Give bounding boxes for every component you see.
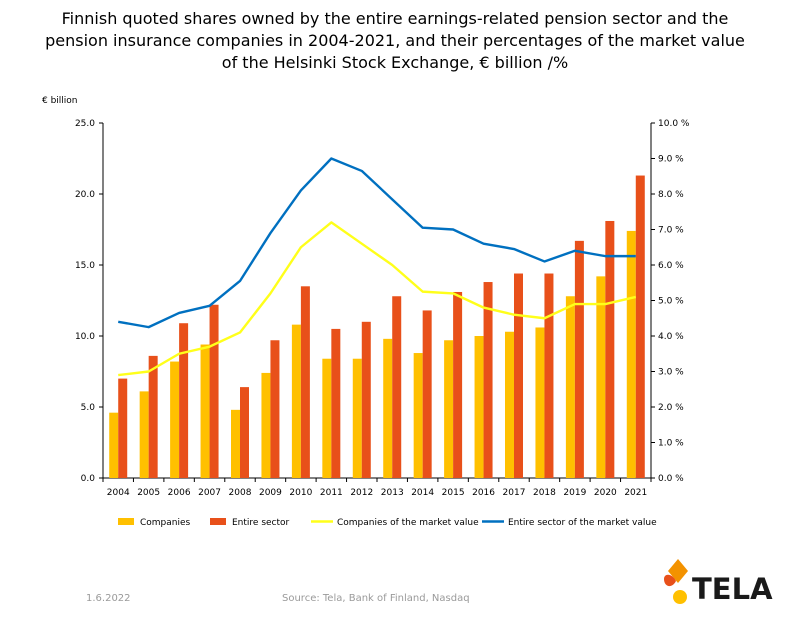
- bar-entire-sector: [574, 240, 584, 478]
- x-tick-label: 2005: [137, 488, 160, 498]
- legend-label-companies: Companies: [140, 518, 191, 528]
- x-tick-label: 2019: [563, 488, 586, 498]
- y-tick-label-left: 10.0: [75, 332, 95, 342]
- bar-entire-sector: [422, 310, 432, 478]
- bar-companies: [474, 336, 484, 478]
- bar-entire-sector: [453, 291, 463, 478]
- bar-entire-sector: [635, 175, 645, 479]
- x-tick-label: 2017: [503, 488, 526, 498]
- bar-entire-sector: [392, 296, 402, 478]
- x-tick-label: 2007: [198, 488, 221, 498]
- x-tick-label: 2016: [472, 488, 495, 498]
- bar-entire-sector: [209, 304, 219, 478]
- footer-date: 1.6.2022: [86, 593, 131, 604]
- bar-companies: [109, 412, 119, 478]
- bar-entire-sector: [179, 323, 189, 478]
- bar-companies: [352, 358, 362, 478]
- y-tick-label-right: 3.0 %: [658, 368, 684, 378]
- y-tick-label-right: 7.0 %: [658, 226, 684, 236]
- legend-swatch-entire-sector: [210, 518, 226, 525]
- legend-label-entire-sector-of-the-market-value: Entire sector of the market value: [508, 518, 657, 528]
- legend-label-entire-sector: Entire sector: [232, 518, 290, 528]
- x-tick-label: 2018: [533, 488, 556, 498]
- line-entire-sector-of-the-market-value: [118, 157, 636, 329]
- bar-entire-sector: [240, 387, 249, 478]
- x-tick-label: 2012: [350, 488, 373, 498]
- x-tick-label: 2021: [624, 488, 647, 498]
- y-tick-label-left: 25.0: [75, 119, 95, 129]
- x-tick-label: 2015: [442, 488, 465, 498]
- bar-companies: [413, 353, 423, 478]
- bar-companies: [535, 327, 545, 478]
- x-tick-label: 2011: [320, 488, 343, 498]
- x-tick-label: 2004: [107, 488, 130, 498]
- y-tick-label-right: 9.0 %: [658, 155, 684, 165]
- bar-companies: [565, 296, 575, 478]
- x-tick-label: 2006: [168, 488, 191, 498]
- y-tick-label-left: 15.0: [75, 261, 95, 271]
- bar-companies: [322, 358, 332, 478]
- y-tick-label-right: 1.0 %: [658, 439, 684, 449]
- legend: Companies Entire sector Companies of the m…: [118, 518, 657, 528]
- logo-petal-left: [664, 574, 676, 587]
- y-tick-label-right: 0.0 %: [658, 474, 684, 484]
- x-tick-label: 2014: [411, 488, 434, 498]
- bar-companies: [383, 338, 393, 478]
- bar-entire-sector: [514, 273, 523, 478]
- y-tick-label-right: 5.0 %: [658, 297, 684, 307]
- y-tick-label-right: 8.0 %: [658, 190, 684, 200]
- y-tick-label-left: 0.0: [81, 474, 96, 484]
- y-tick-label-right: 6.0 %: [658, 261, 684, 271]
- y-tick-label-right: 10.0 %: [658, 119, 690, 129]
- bar-companies: [200, 344, 210, 478]
- x-tick-label: 2020: [594, 488, 617, 498]
- y-tick-label-left: 5.0: [81, 403, 96, 413]
- bar-entire-sector: [148, 355, 158, 478]
- line-companies-of-the-market-value: [118, 221, 637, 377]
- x-tick-label: 2013: [381, 488, 404, 498]
- bar-companies: [626, 230, 636, 478]
- x-tick-label: 2010: [289, 488, 312, 498]
- bar-entire-sector: [605, 220, 615, 479]
- bar-companies: [231, 409, 240, 478]
- bar-entire-sector: [270, 340, 280, 478]
- bar-companies: [596, 276, 606, 478]
- bar-companies: [505, 331, 514, 478]
- bar-entire-sector: [483, 282, 493, 478]
- x-tick-label: 2008: [229, 488, 252, 498]
- y-tick-label-right: 2.0 %: [658, 403, 684, 413]
- bar-companies: [261, 372, 271, 478]
- bar-entire-sector: [300, 286, 310, 478]
- legend-label-companies-of-the-market-value: Companies of the market value: [337, 518, 479, 528]
- x-tick-label: 2009: [259, 488, 282, 498]
- tela-logo-text: TELA: [692, 572, 773, 606]
- bar-companies: [291, 324, 301, 478]
- bar-companies: [444, 340, 454, 478]
- logo-dot: [673, 590, 687, 604]
- bar-entire-sector: [331, 328, 341, 478]
- plot-area: 0.0 5.0 10.0 15.0 20.0 25.0 0.0 % 1.0 % 2.0 % 3.0…: [75, 119, 690, 498]
- legend-swatch-companies: [118, 518, 134, 525]
- y-axis-label: € billion: [42, 96, 78, 106]
- bar-entire-sector: [118, 378, 128, 478]
- bar-entire-sector: [544, 273, 554, 478]
- bar-entire-sector: [361, 321, 371, 478]
- chart-title: Finnish quoted shares owned by the entir…: [45, 9, 745, 72]
- bar-companies: [139, 391, 149, 478]
- bar-companies: [170, 361, 180, 478]
- y-tick-label-right: 4.0 %: [658, 332, 684, 342]
- tela-logo-icon: [664, 559, 688, 604]
- y-tick-label-left: 20.0: [75, 190, 95, 200]
- footer-source: Source: Tela, Bank of Finland, Nasdaq: [282, 593, 470, 604]
